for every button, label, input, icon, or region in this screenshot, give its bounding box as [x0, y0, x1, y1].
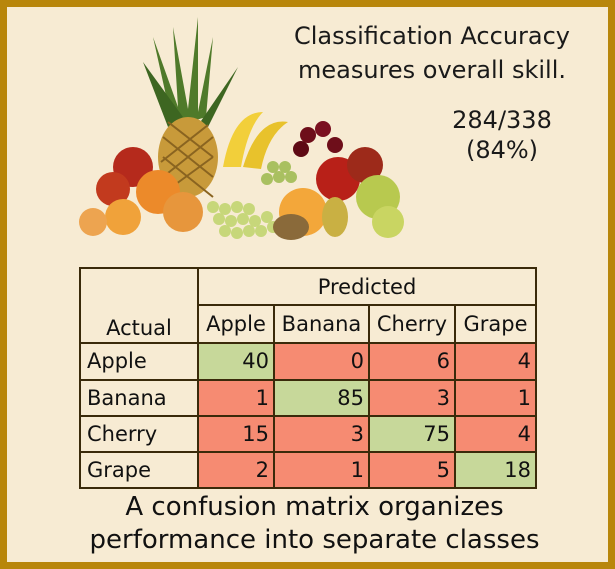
matrix-cell-incorrect: 1: [453, 378, 538, 417]
accuracy-fraction: 284/338: [452, 106, 552, 134]
column-header: Grape: [453, 304, 538, 345]
matrix-cell-incorrect: 6: [368, 342, 456, 381]
column-header: Cherry: [368, 304, 456, 345]
banana: [243, 121, 288, 169]
matrix-cell-incorrect: 2: [197, 450, 275, 490]
caption: A confusion matrix organizes performance…: [37, 491, 592, 557]
predicted-axis-label: Predicted: [196, 266, 538, 307]
row-header: Apple: [79, 342, 199, 381]
row-header: Grape: [79, 450, 199, 490]
caption-line-2: performance into separate classes: [89, 525, 540, 555]
matrix-cell-incorrect: 4: [453, 414, 538, 453]
column-header: Apple: [197, 304, 275, 345]
matrix-row: Grape 2 1 5 18: [79, 450, 538, 490]
headline: Classification Accuracy measures overall…: [262, 19, 602, 87]
matrix-cell-correct: 18: [453, 450, 538, 490]
matrix-cell-incorrect: 1: [273, 450, 370, 490]
actual-axis-label: Actual: [79, 266, 199, 345]
matrix-cell-correct: 85: [273, 378, 370, 417]
matrix-row: Cherry 15 3 75 4: [79, 414, 538, 453]
row-header: Banana: [79, 378, 199, 417]
banana: [223, 112, 263, 167]
matrix-cell-incorrect: 0: [273, 342, 370, 381]
accuracy-percent: (84%): [465, 136, 539, 164]
headline-line-2: measures overall skill.: [297, 56, 567, 84]
caption-line-1: A confusion matrix organizes: [125, 492, 504, 522]
accuracy-score: 284/338 (84%): [427, 105, 577, 165]
matrix-cell-incorrect: 15: [197, 414, 275, 453]
headline-line-1: Classification Accuracy: [294, 22, 570, 50]
matrix-row: Apple 40 0 6 4: [79, 342, 538, 381]
confusion-matrix: Actual Predicted Apple Banana Cherry Gra…: [79, 266, 538, 490]
matrix-cell-incorrect: 4: [453, 342, 538, 381]
grape-bunch: [207, 201, 279, 239]
kiwi: [273, 214, 309, 240]
matrix-cell-correct: 75: [368, 414, 456, 453]
pineapple-leaves: [143, 17, 238, 127]
matrix-cell-incorrect: 3: [273, 414, 370, 453]
matrix-row: Banana 1 85 3 1: [79, 378, 538, 417]
row-header: Cherry: [79, 414, 199, 453]
matrix-cell-incorrect: 3: [368, 378, 456, 417]
column-header: Banana: [273, 304, 370, 345]
matrix-cell-incorrect: 1: [197, 378, 275, 417]
fruit-pile-image: [79, 17, 404, 240]
matrix-cell-incorrect: 5: [368, 450, 456, 490]
matrix-cell-correct: 40: [197, 342, 275, 381]
